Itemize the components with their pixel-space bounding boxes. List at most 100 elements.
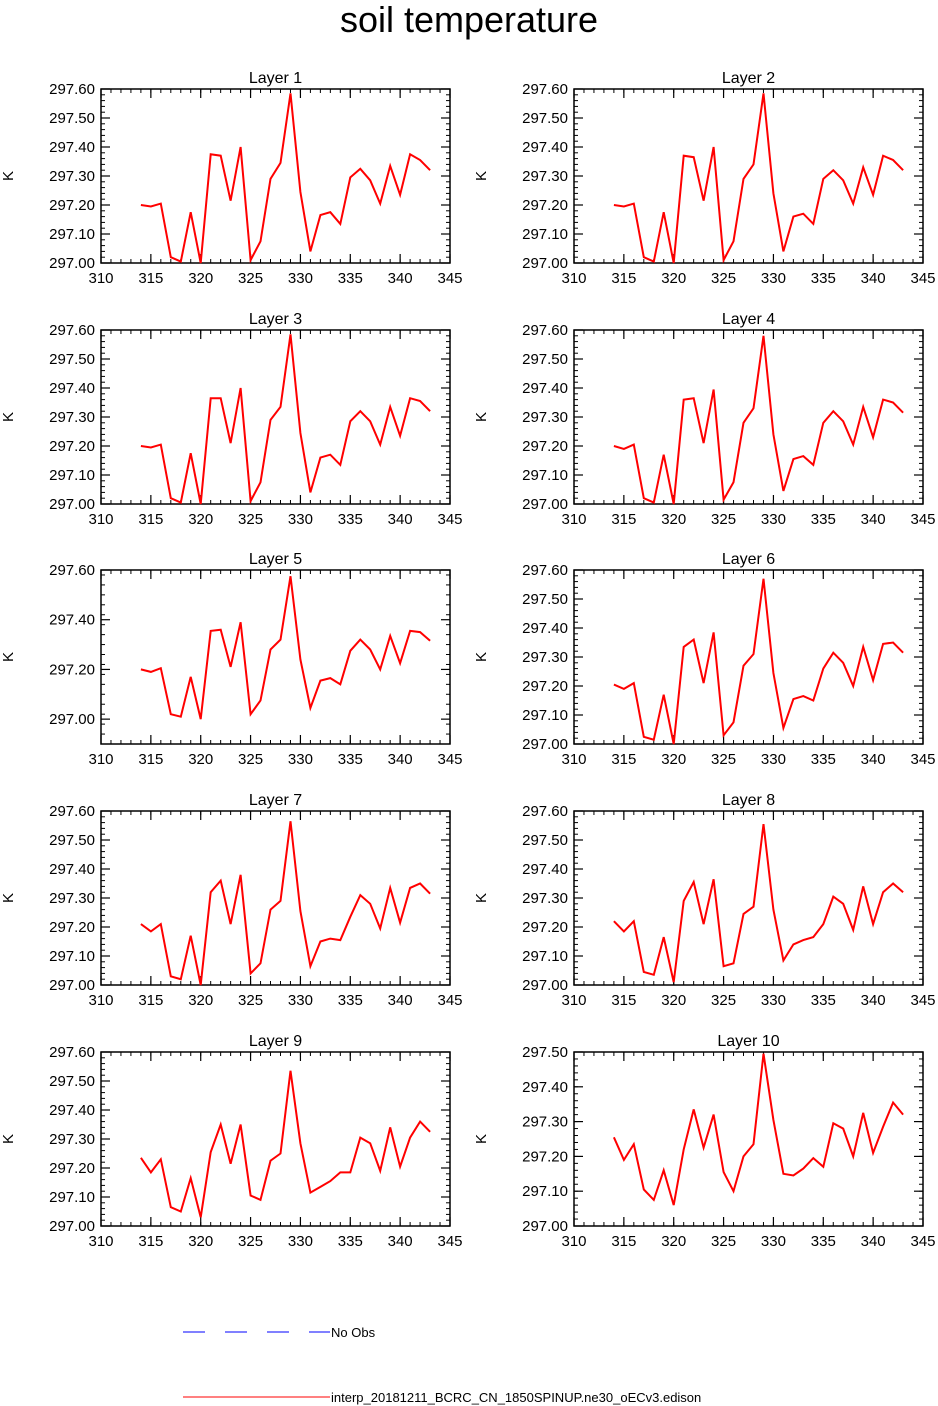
y-tick-label: 297.00 (522, 255, 568, 272)
panel-title: Layer 2 (722, 70, 775, 87)
y-tick-label: 297.10 (522, 948, 568, 965)
y-tick-label: 297.00 (522, 496, 568, 513)
legend: No Obs interp_20181211_BCRC_CN_1850SPINU… (183, 1325, 701, 1405)
panel-layer-10: Layer 10 310 315 320 325 330 335 340 345 297.00 29… (473, 1033, 936, 1250)
x-tick-label: 345 (437, 270, 462, 287)
y-tick-label: 297.30 (49, 1131, 95, 1148)
y-tick-label: 297.20 (49, 919, 95, 936)
x-tick-label: 340 (388, 1233, 413, 1250)
panel-layer-1: Layer 1 310 315 320 325 330 335 340 345 297.00 297… (0, 70, 463, 287)
y-tick-label: 297.40 (49, 861, 95, 878)
y-axis-label: K (473, 412, 490, 422)
panel-layer-4: Layer 4 310 315 320 325 330 335 340 345 297.00 297… (473, 311, 936, 528)
x-tick-label: 335 (811, 751, 836, 768)
plot-frame (100, 329, 451, 505)
y-tick-label: 297.10 (522, 467, 568, 484)
plot-frame (100, 1051, 451, 1227)
y-tick-label: 297.50 (522, 110, 568, 127)
x-tick-label: 320 (661, 270, 686, 287)
x-tick-label: 325 (238, 992, 263, 1009)
x-tick-label: 335 (811, 992, 836, 1009)
series-line (613, 578, 904, 745)
y-tick-label: 297.00 (522, 736, 568, 753)
series-line (140, 93, 431, 264)
x-tick-label: 340 (861, 270, 886, 287)
plot-frame (573, 810, 924, 986)
panel-layer-6: Layer 6 310 315 320 325 330 335 340 345 297.00 297… (473, 551, 936, 768)
y-axis-label: K (0, 893, 17, 903)
y-tick-label: 297.40 (49, 1102, 95, 1119)
x-tick-label: 325 (711, 270, 736, 287)
y-axis-label: K (0, 1134, 17, 1144)
x-tick-label: 310 (561, 511, 586, 528)
y-tick-label: 297.60 (522, 322, 568, 339)
x-tick-label: 320 (661, 1233, 686, 1250)
x-tick-label: 310 (88, 1233, 113, 1250)
x-tick-label: 340 (861, 751, 886, 768)
panel-layer-9: Layer 9 310 315 320 325 330 335 340 345 297.00 297… (0, 1033, 463, 1250)
y-tick-label: 297.40 (522, 1079, 568, 1096)
x-tick-label: 310 (88, 751, 113, 768)
y-tick-label: 297.30 (522, 1114, 568, 1131)
y-axis-label: K (0, 171, 17, 181)
x-tick-label: 320 (188, 511, 213, 528)
x-tick-label: 330 (761, 511, 786, 528)
x-tick-label: 315 (611, 511, 636, 528)
y-axis-label: K (473, 1134, 490, 1144)
y-tick-label: 297.00 (49, 496, 95, 513)
y-tick-label: 297.30 (49, 890, 95, 907)
y-tick-label: 297.00 (49, 255, 95, 272)
x-tick-label: 345 (910, 270, 935, 287)
y-tick-label: 297.20 (522, 1148, 568, 1165)
y-tick-label: 297.20 (49, 1160, 95, 1177)
y-tick-label: 297.10 (49, 1189, 95, 1206)
x-tick-label: 320 (188, 751, 213, 768)
x-tick-label: 325 (238, 270, 263, 287)
x-tick-label: 330 (288, 270, 313, 287)
y-tick-label: 297.30 (49, 168, 95, 185)
y-tick-label: 297.20 (49, 197, 95, 214)
y-axis-label: K (0, 652, 17, 662)
x-tick-label: 330 (761, 270, 786, 287)
panel-title: Layer 6 (722, 551, 775, 568)
x-tick-label: 320 (661, 992, 686, 1009)
x-tick-label: 330 (288, 511, 313, 528)
x-tick-label: 325 (238, 511, 263, 528)
y-tick-label: 297.00 (49, 977, 95, 994)
x-tick-label: 320 (188, 992, 213, 1009)
x-tick-label: 335 (811, 511, 836, 528)
y-axis-label: K (473, 652, 490, 662)
x-tick-label: 315 (138, 1233, 163, 1250)
x-tick-label: 345 (910, 1233, 935, 1250)
x-tick-label: 315 (611, 1233, 636, 1250)
legend-model-label: interp_20181211_BCRC_CN_1850SPINUP.ne30_… (331, 1390, 701, 1405)
chart-title: soil temperature (339, 0, 599, 40)
y-tick-label: 297.20 (522, 438, 568, 455)
y-tick-label: 297.50 (49, 351, 95, 368)
x-tick-label: 315 (138, 751, 163, 768)
x-tick-label: 310 (88, 992, 113, 1009)
plot-frame (573, 88, 924, 264)
x-tick-label: 325 (238, 1233, 263, 1250)
x-tick-label: 315 (611, 751, 636, 768)
x-tick-label: 320 (661, 751, 686, 768)
x-tick-label: 340 (861, 992, 886, 1009)
series-line (613, 335, 904, 505)
y-tick-label: 297.60 (522, 803, 568, 820)
x-tick-label: 330 (761, 1233, 786, 1250)
panel-title: Layer 4 (722, 311, 775, 328)
y-tick-label: 297.50 (522, 1044, 568, 1061)
panel-layer-8: Layer 8 310 315 320 325 330 335 340 345 297.00 297… (473, 792, 936, 1009)
x-tick-label: 310 (561, 751, 586, 768)
x-tick-label: 330 (288, 1233, 313, 1250)
x-tick-label: 335 (338, 751, 363, 768)
x-tick-label: 325 (711, 992, 736, 1009)
series-line (612, 1053, 904, 1206)
x-tick-label: 345 (910, 511, 935, 528)
y-tick-label: 297.00 (49, 1218, 95, 1235)
y-tick-label: 297.60 (49, 1044, 95, 1061)
y-tick-label: 297.40 (49, 380, 95, 397)
x-tick-label: 310 (561, 1233, 586, 1250)
y-tick-label: 297.40 (49, 139, 95, 156)
y-tick-label: 297.50 (522, 351, 568, 368)
